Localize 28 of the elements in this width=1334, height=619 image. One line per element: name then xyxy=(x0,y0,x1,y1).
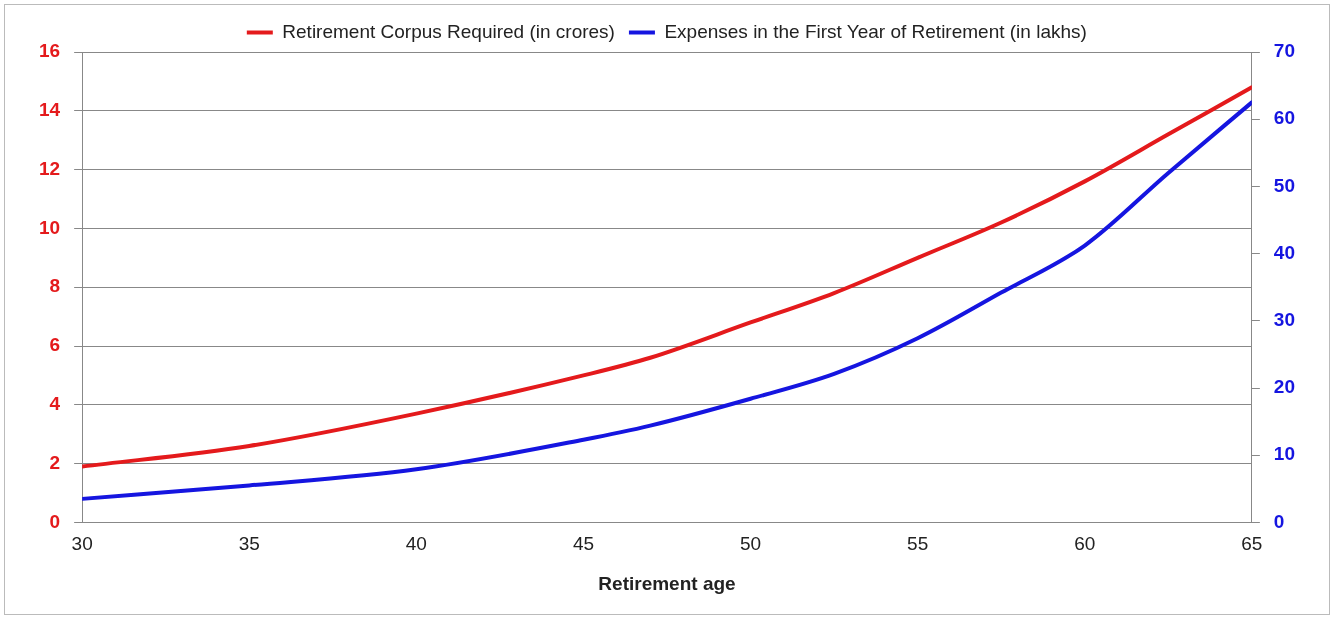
x-axis-title: Retirement age xyxy=(598,572,736,594)
x-tick-label: 40 xyxy=(405,533,427,555)
y-tick-label: 0 xyxy=(49,510,61,532)
y2-tick-label: 40 xyxy=(1273,241,1296,263)
y2-tick-label: 0 xyxy=(1273,510,1285,532)
x-tick-label: 45 xyxy=(572,533,595,555)
y2-tick-label: 70 xyxy=(1273,40,1296,62)
y2-tick-label: 60 xyxy=(1273,107,1296,129)
y-tick-label: 14 xyxy=(38,99,61,121)
y-tick-label: 6 xyxy=(49,334,61,356)
y2-tick-label: 30 xyxy=(1273,309,1296,331)
y-tick-label: 12 xyxy=(38,157,61,179)
legend-label: Expenses in the First Year of Retirement (in lakhs) xyxy=(664,20,1087,42)
y-tick-label: 4 xyxy=(49,393,61,415)
y-tick-label: 8 xyxy=(49,275,61,297)
y2-tick-label: 20 xyxy=(1273,376,1296,398)
x-tick-label: 30 xyxy=(71,533,93,555)
legend-label: Retirement Corpus Required (in crores) xyxy=(282,20,615,42)
y-tick-label: 10 xyxy=(38,216,61,238)
y2-tick-label: 50 xyxy=(1273,174,1296,196)
x-tick-label: 50 xyxy=(739,533,762,555)
x-tick-label: 55 xyxy=(907,533,929,555)
y-tick-label: 16 xyxy=(38,40,61,62)
y-tick-label: 2 xyxy=(49,451,61,473)
y2-tick-label: 10 xyxy=(1273,443,1296,465)
x-tick-label: 65 xyxy=(1241,533,1263,555)
x-tick-label: 35 xyxy=(238,533,260,555)
x-tick-label: 60 xyxy=(1074,533,1096,555)
